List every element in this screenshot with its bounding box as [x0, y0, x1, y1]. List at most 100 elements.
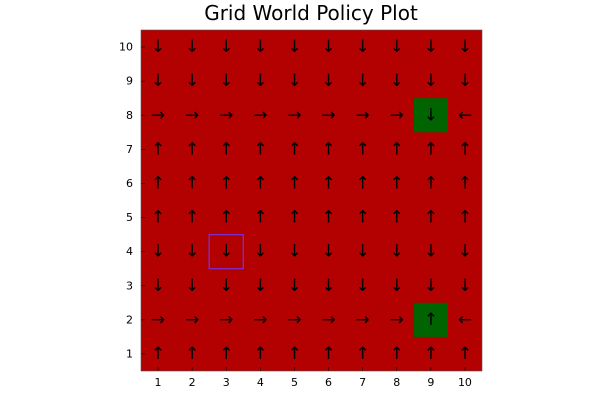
policy-arrow: → — [253, 310, 267, 330]
x-tick-label: 2 — [189, 376, 196, 389]
policy-arrow: ↑ — [219, 344, 233, 364]
y-tick-label: 8 — [126, 109, 133, 122]
y-tick-label: 2 — [126, 313, 133, 326]
policy-arrow: → — [219, 310, 233, 330]
x-tick-label: 4 — [257, 376, 264, 389]
y-tick-label: 1 — [126, 347, 133, 360]
policy-arrow: → — [390, 310, 404, 330]
policy-arrow: ↓ — [458, 242, 472, 262]
policy-arrow: ↓ — [151, 276, 165, 296]
policy-arrow: → — [287, 310, 301, 330]
policy-arrow: ↑ — [185, 173, 199, 193]
policy-arrow: ↓ — [219, 276, 233, 296]
policy-arrow: ↓ — [151, 37, 165, 57]
policy-arrow: ↑ — [287, 344, 301, 364]
y-tick-label: 7 — [126, 143, 133, 156]
policy-arrow: ↓ — [185, 242, 199, 262]
policy-arrow: → — [185, 105, 199, 125]
policy-arrow: ↑ — [458, 173, 472, 193]
policy-arrow: ↓ — [219, 242, 233, 262]
policy-arrow: ↑ — [356, 208, 370, 228]
policy-arrow: ↓ — [424, 242, 438, 262]
policy-arrow: ↓ — [390, 71, 404, 91]
chart-title: Grid World Policy Plot — [204, 1, 418, 25]
policy-arrow: ↑ — [390, 208, 404, 228]
policy-arrow: ↑ — [151, 173, 165, 193]
x-tick-label: 9 — [427, 376, 434, 389]
policy-arrow: ↑ — [424, 208, 438, 228]
policy-arrow: → — [390, 105, 404, 125]
policy-arrow: ↓ — [321, 71, 335, 91]
y-tick-label: 9 — [126, 75, 133, 88]
policy-arrow: ↑ — [390, 139, 404, 159]
policy-arrow: ↑ — [253, 173, 267, 193]
policy-arrow: ↓ — [253, 242, 267, 262]
policy-arrow: ↓ — [287, 276, 301, 296]
policy-arrow: ↑ — [458, 139, 472, 159]
policy-arrow: ↑ — [356, 173, 370, 193]
policy-arrow: ↓ — [390, 242, 404, 262]
policy-arrow: ↓ — [287, 37, 301, 57]
policy-arrow: ↑ — [390, 344, 404, 364]
policy-arrow: ↑ — [321, 344, 335, 364]
policy-arrow: ↑ — [151, 208, 165, 228]
policy-arrow: ↑ — [424, 173, 438, 193]
policy-arrow: ↓ — [458, 276, 472, 296]
policy-arrow: ↓ — [219, 37, 233, 57]
policy-arrow: ↓ — [185, 276, 199, 296]
policy-arrow: ↓ — [390, 37, 404, 57]
policy-arrow: ↓ — [458, 37, 472, 57]
policy-arrow: ↑ — [151, 344, 165, 364]
policy-arrow: ↑ — [424, 310, 438, 330]
y-tick-label: 6 — [126, 177, 133, 190]
policy-arrow: ↑ — [219, 173, 233, 193]
policy-arrow: ↑ — [321, 173, 335, 193]
goal-cell — [413, 302, 448, 337]
policy-arrow: → — [219, 105, 233, 125]
policy-arrow: ↓ — [321, 37, 335, 57]
policy-arrow: ↑ — [219, 208, 233, 228]
policy-arrow: ↓ — [185, 71, 199, 91]
policy-arrow: ↓ — [253, 276, 267, 296]
policy-arrow: ↓ — [321, 276, 335, 296]
policy-arrow: → — [151, 105, 165, 125]
policy-arrow: ↓ — [390, 276, 404, 296]
x-tick-label: 7 — [359, 376, 366, 389]
policy-arrow: → — [287, 105, 301, 125]
policy-arrows-layer: ↓ ↓ ↓ ↓ ↓ ↓ ↓ ↓ ↓ ↓ ↓ ↓ ↓ ↓ ↓ ↓ ↓ ↓ ↓ ↓ → → → → → → → → ↓ ← ↑ ↑ ↑ ↑ ↑ ↑ ↑ ↑ ↑ ↑… — [151, 37, 472, 364]
x-tick-label: 10 — [458, 376, 472, 389]
policy-arrow: ↑ — [390, 173, 404, 193]
plot-frame — [140, 29, 483, 372]
policy-arrow: ↑ — [458, 344, 472, 364]
x-axis-ticks: 1 2 3 4 5 6 7 8 9 10 — [155, 367, 472, 389]
policy-arrow: → — [321, 105, 335, 125]
y-tick-label: 3 — [126, 279, 133, 292]
policy-arrow: ↓ — [287, 242, 301, 262]
policy-arrow: ↓ — [151, 242, 165, 262]
y-tick-label: 4 — [126, 245, 133, 258]
y-tick-label: 10 — [119, 41, 133, 54]
policy-arrow: ↑ — [287, 139, 301, 159]
y-axis-ticks: 1 2 3 4 5 6 7 8 9 10 — [119, 41, 145, 360]
policy-arrow: ↓ — [356, 71, 370, 91]
policy-arrow: ↓ — [424, 105, 438, 125]
policy-arrow: ↑ — [356, 344, 370, 364]
policy-arrow: → — [151, 310, 165, 330]
policy-arrow: ← — [458, 105, 472, 125]
policy-arrow: ↑ — [321, 208, 335, 228]
x-tick-label: 6 — [325, 376, 332, 389]
policy-arrow: → — [356, 310, 370, 330]
policy-arrow: ← — [458, 310, 472, 330]
policy-arrow: ↓ — [253, 71, 267, 91]
goal-cell — [413, 98, 448, 133]
policy-arrow: ↑ — [424, 139, 438, 159]
policy-arrow: ↓ — [356, 242, 370, 262]
policy-arrow: ↑ — [424, 344, 438, 364]
policy-arrow: ↑ — [253, 139, 267, 159]
policy-arrow: ↑ — [253, 344, 267, 364]
policy-arrow: → — [356, 105, 370, 125]
policy-arrow: ↓ — [151, 71, 165, 91]
policy-arrow: → — [185, 310, 199, 330]
policy-arrow: ↑ — [185, 208, 199, 228]
policy-arrow: ↑ — [356, 139, 370, 159]
